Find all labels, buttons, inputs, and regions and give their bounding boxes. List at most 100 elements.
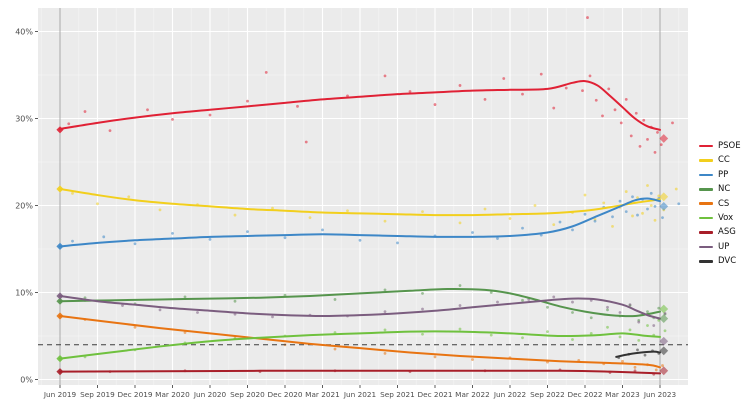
chart-legend: PSOE CC PP NC CS Vox ASG UP DVC — [699, 139, 741, 269]
poll-point — [533, 204, 537, 207]
poll-point — [654, 368, 658, 372]
poll-point — [641, 211, 644, 215]
x-tick-label: Mar 2021 — [305, 390, 340, 399]
poll-point — [659, 143, 663, 147]
poll-point — [433, 355, 437, 359]
poll-point — [571, 300, 574, 304]
x-tick-label: Mar 2020 — [155, 390, 190, 399]
poll-point — [171, 117, 174, 121]
poll-point — [421, 210, 424, 213]
poll-point — [421, 307, 424, 311]
result-2023-DVC — [659, 346, 669, 356]
poll-point — [521, 92, 524, 96]
poll-point — [588, 74, 592, 78]
poll-point — [546, 305, 549, 309]
poll-point — [96, 202, 99, 206]
poll-point — [631, 195, 634, 199]
poll-point — [671, 121, 674, 125]
poll-point — [496, 237, 499, 240]
axes: 0%10%20%30%40%Jun 2019 Sep 2019 Dec 2019 Ma… — [15, 27, 676, 399]
poll-point — [396, 241, 399, 245]
legend-label-ASG: ASG — [718, 227, 736, 238]
poll-point — [636, 196, 639, 200]
poll-point — [539, 72, 543, 76]
poll-point — [483, 207, 487, 211]
poll-point — [646, 324, 649, 327]
poll-point — [581, 89, 584, 93]
poll-point — [613, 108, 617, 112]
poll-point — [606, 308, 609, 312]
trend-line-ASG — [59, 369, 661, 375]
poll-point — [653, 218, 657, 222]
trend-line-PSOE — [59, 79, 661, 131]
legend-swatch-CC — [699, 159, 713, 162]
poll-point — [521, 336, 524, 340]
poll-point — [283, 293, 287, 297]
poll-point — [663, 329, 667, 333]
poll-point — [633, 365, 637, 369]
result-2023-UP — [659, 336, 669, 346]
poll-point — [657, 318, 661, 322]
poll-point — [71, 191, 74, 195]
poll-point — [433, 103, 437, 106]
poll-point — [642, 118, 646, 122]
x-tick-label: Jun 2023 — [643, 390, 677, 399]
poll-point — [458, 327, 462, 331]
legend-item-Vox: Vox — [699, 211, 741, 225]
poll-point — [458, 284, 462, 287]
legend-item-NC: NC — [699, 182, 741, 196]
poll-point — [296, 104, 299, 108]
poll-point — [589, 331, 593, 335]
poll-point — [383, 219, 387, 223]
trend-line-CS — [59, 314, 661, 369]
poll-point — [471, 231, 474, 234]
poll-point — [458, 304, 462, 307]
poll-point — [102, 235, 106, 239]
poll-point — [489, 291, 493, 294]
poll-point — [674, 187, 678, 191]
poll-point — [208, 238, 212, 241]
poll-point — [408, 90, 412, 93]
poll-point — [593, 219, 597, 223]
poll-point — [618, 311, 622, 314]
poll-point — [571, 228, 574, 232]
poll-point — [233, 299, 237, 303]
poll-point — [618, 335, 622, 339]
poll-point — [421, 291, 424, 295]
result-2019-Vox — [56, 355, 64, 363]
x-tick-label: Jun 2020 — [193, 390, 227, 399]
poll-point — [458, 221, 462, 225]
poll-point — [634, 111, 638, 115]
legend-label-CS: CS — [718, 198, 730, 209]
result-2019-UP — [56, 292, 64, 300]
poll-point — [628, 328, 632, 332]
x-tick-label: Dec 2020 — [267, 390, 302, 399]
poll-point — [611, 215, 614, 219]
poll-point — [158, 308, 162, 312]
trend-line-UP — [59, 294, 661, 320]
poll-point — [421, 332, 424, 336]
legend-swatch-ASG — [699, 231, 713, 234]
poll-point — [308, 216, 312, 220]
poll-points-Vox — [83, 318, 667, 359]
poll-point — [458, 84, 462, 87]
poll-point — [383, 288, 387, 292]
poll-point — [483, 97, 487, 101]
poll-point — [637, 338, 641, 342]
poll-point — [383, 310, 387, 314]
legend-swatch-UP — [699, 245, 713, 249]
poll-point — [521, 226, 524, 230]
result-2023-ASG — [659, 366, 669, 376]
x-tick-label: Jun 2021 — [343, 390, 376, 399]
x-tick-label: Dec 2022 — [567, 390, 602, 399]
poll-point — [571, 311, 574, 314]
poll-point — [583, 212, 587, 216]
election-result-markers — [56, 126, 669, 376]
poll-point — [489, 333, 493, 337]
x-tick-label: Dec 2021 — [417, 390, 452, 399]
poll-point — [628, 303, 632, 307]
legend-label-UP: UP — [718, 241, 730, 252]
trend-line-DVC — [615, 350, 661, 358]
trend-line-Vox — [59, 330, 661, 360]
